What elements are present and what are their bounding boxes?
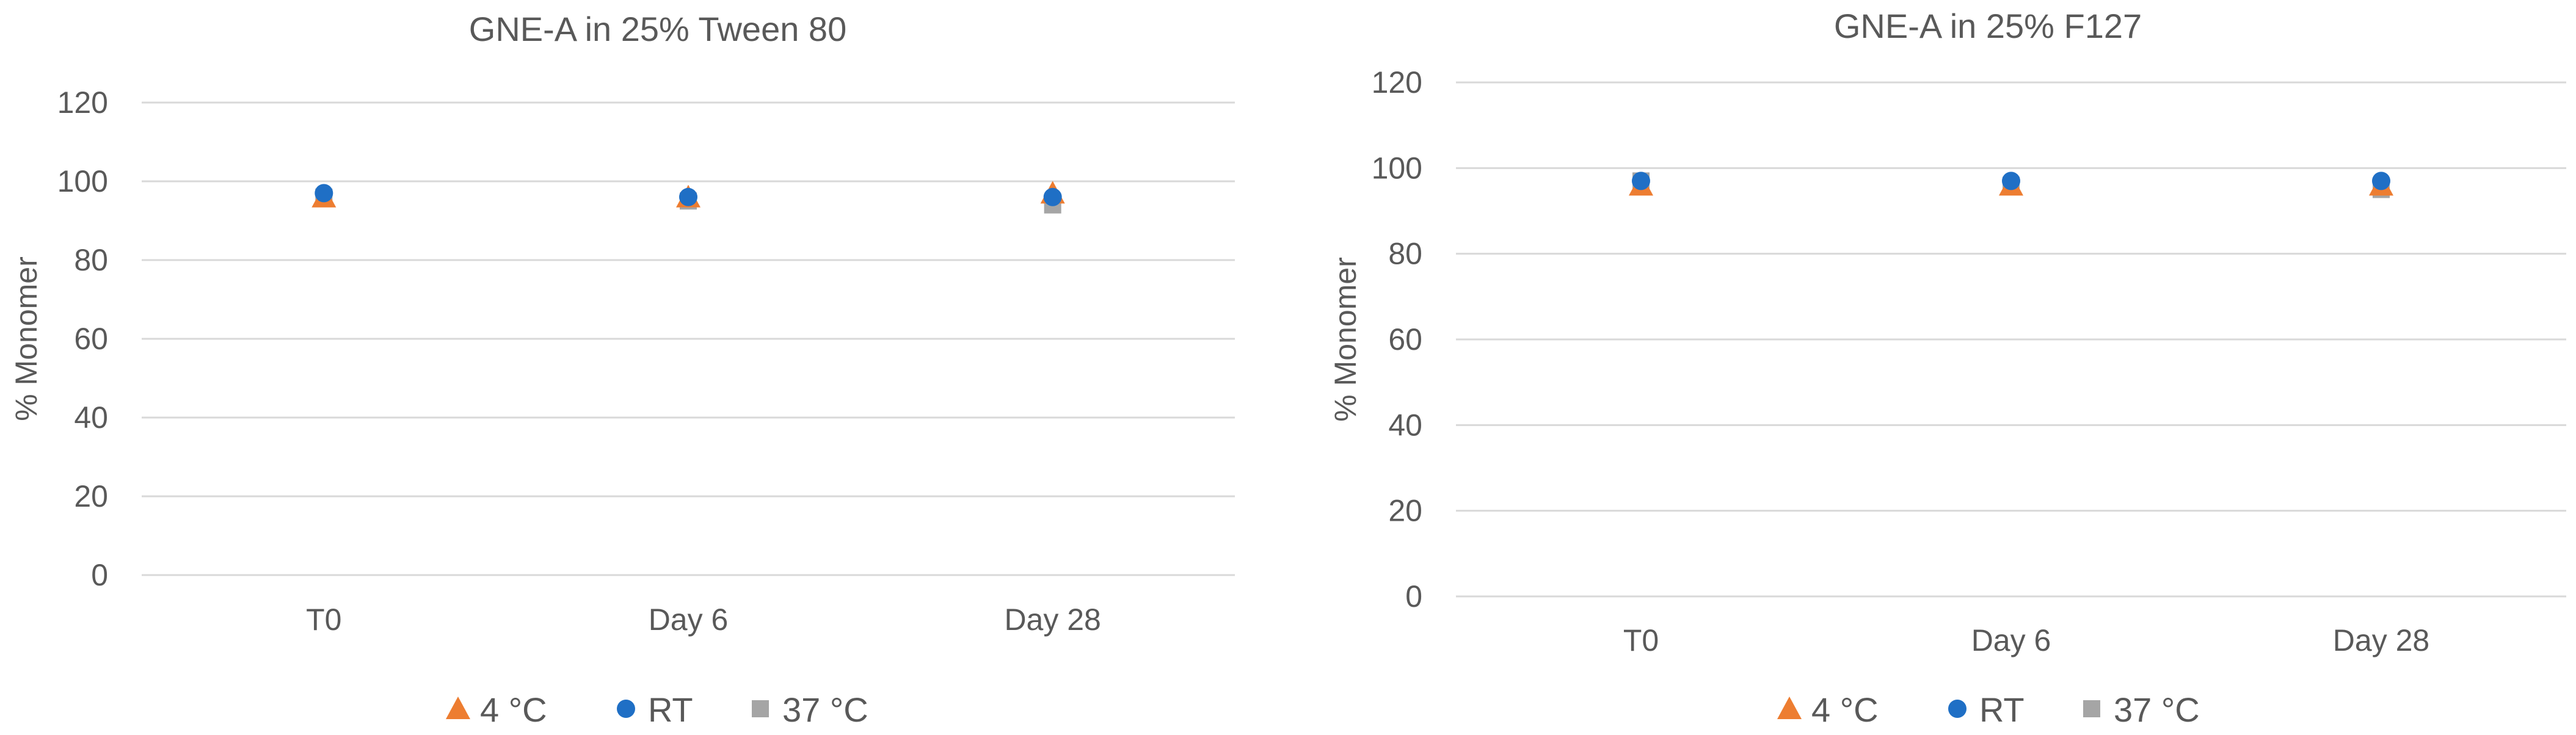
data-point	[679, 187, 697, 206]
y-tick-label: 80	[74, 243, 108, 277]
y-tick-label: 120	[57, 85, 108, 120]
chart-1: GNE-A in 25% Tween 80 0 20 40 60 80 100 120 % Mo…	[9, 10, 1235, 729]
data-point	[315, 184, 333, 203]
x-tick-label: T0	[1623, 623, 1659, 657]
x-tick-label: Day 6	[649, 603, 729, 637]
data-point	[2002, 172, 2020, 190]
data-point	[1632, 172, 1650, 190]
chart-title: GNE-A in 25% Tween 80	[469, 10, 846, 48]
y-tick-label: 60	[74, 322, 108, 356]
legend-marker	[446, 697, 470, 719]
x-tick-label: Day 28	[2333, 623, 2429, 657]
legend-label: 4 °C	[1811, 690, 1879, 729]
legend-marker	[1948, 700, 1967, 718]
y-tick-label: 80	[1388, 237, 1422, 271]
data-point	[2372, 172, 2390, 190]
y-tick-label: 40	[1388, 408, 1422, 442]
chart-2: GNE-A in 25% F127 0 20 40 60 80 100 120 % Monome…	[1328, 7, 2566, 729]
legend-label: RT	[648, 690, 693, 729]
legend-marker	[1777, 697, 1802, 719]
y-tick-label: 20	[1388, 494, 1422, 528]
y-tick-label: 100	[57, 164, 108, 198]
y-tick-label: 0	[1405, 579, 1422, 614]
legend-label: 37 °C	[782, 690, 868, 729]
y-tick-label: 120	[1372, 65, 1422, 100]
chart-title: GNE-A in 25% F127	[1834, 7, 2142, 45]
legend-label: RT	[1979, 690, 2025, 729]
data-point	[1043, 187, 1062, 206]
y-tick-label: 40	[74, 400, 108, 435]
legend-label: 4 °C	[480, 690, 547, 729]
y-tick-label: 60	[1388, 322, 1422, 357]
legend-marker	[2083, 700, 2100, 717]
legend-marker	[752, 700, 769, 717]
legend-label: 37 °C	[2114, 690, 2200, 729]
x-tick-label: Day 6	[1971, 623, 2051, 657]
legend-marker	[617, 700, 635, 718]
x-tick-label: Day 28	[1004, 603, 1101, 637]
y-tick-label: 100	[1372, 151, 1422, 185]
y-tick-label: 0	[91, 558, 108, 592]
y-axis-title: % Monomer	[9, 256, 43, 421]
y-axis-title: % Monomer	[1328, 257, 1363, 422]
y-tick-label: 20	[74, 479, 108, 513]
x-tick-label: T0	[306, 603, 341, 637]
